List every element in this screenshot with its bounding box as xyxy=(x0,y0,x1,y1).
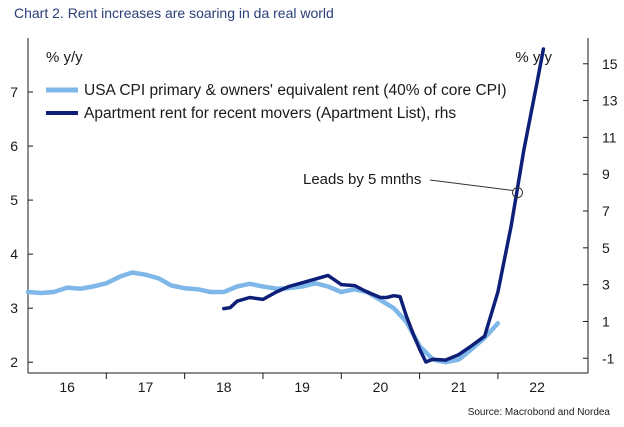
y-left-tick-label: 3 xyxy=(10,300,18,316)
y-right-tick-label: 13 xyxy=(602,93,618,109)
x-tick-label: 16 xyxy=(59,379,75,395)
y-right-tick-label: 7 xyxy=(602,203,610,219)
x-tick-label: 20 xyxy=(373,379,389,395)
source-note: Source: Macrobond and Nordea xyxy=(467,407,610,418)
legend-label-1: USA CPI primary & owners' equivalent ren… xyxy=(84,82,507,99)
x-tick-label: 21 xyxy=(451,379,467,395)
left-axis-unit: % y/y xyxy=(46,49,83,66)
annotation-marker xyxy=(512,187,524,199)
y-left-tick-label: 6 xyxy=(10,138,18,154)
y-right-tick-label: 11 xyxy=(602,129,617,145)
right-axis-unit: % y/y xyxy=(515,49,552,66)
legend-label-2: Apartment rent for recent movers (Apartm… xyxy=(84,105,456,122)
chart-title: Chart 2. Rent increases are soaring in d… xyxy=(14,5,334,21)
y-left-tick-label: 4 xyxy=(10,246,18,262)
y-left-tick-label: 7 xyxy=(10,84,18,100)
x-tick-label: 18 xyxy=(216,379,232,395)
y-right-tick-label: 9 xyxy=(602,166,610,182)
y-right-tick-label: -1 xyxy=(602,350,615,366)
y-right-tick-label: 5 xyxy=(602,240,610,256)
series-line-1 xyxy=(25,270,501,365)
y-left-tick-label: 2 xyxy=(10,354,18,370)
annotation-leader-line xyxy=(429,179,514,192)
y-left-tick-label: 5 xyxy=(10,192,18,208)
x-tick-label: 17 xyxy=(138,379,154,395)
y-right-tick-label: 15 xyxy=(602,56,618,72)
x-tick-label: 19 xyxy=(294,379,310,395)
x-tick-label: 22 xyxy=(529,379,545,395)
y-right-tick-label: 3 xyxy=(602,277,610,293)
series-line-2 xyxy=(222,47,546,364)
annotation-text: Leads by 5 mnths xyxy=(303,171,421,188)
y-right-tick-label: 1 xyxy=(602,313,610,329)
